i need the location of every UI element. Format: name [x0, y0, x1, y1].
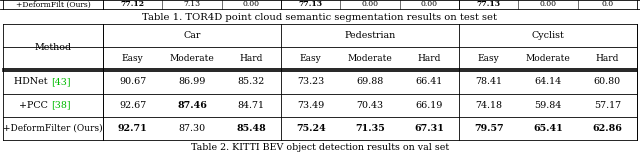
Text: Method: Method [35, 43, 72, 52]
Text: 59.84: 59.84 [534, 101, 562, 110]
Text: +DeformFilt (Ours): +DeformFilt (Ours) [15, 0, 90, 9]
Text: 77.13: 77.13 [477, 0, 500, 9]
Text: 92.67: 92.67 [119, 101, 147, 110]
Text: Hard: Hard [596, 54, 619, 63]
Text: 67.31: 67.31 [414, 124, 444, 133]
Text: 0.00: 0.00 [243, 0, 260, 9]
Text: 64.14: 64.14 [534, 78, 561, 86]
Text: 86.99: 86.99 [179, 78, 205, 86]
Text: Moderate: Moderate [525, 54, 570, 63]
Text: Easy: Easy [122, 54, 143, 63]
Text: 90.67: 90.67 [119, 78, 147, 86]
Text: Table 1. TOR4D point cloud semantic segmentation results on test set: Table 1. TOR4D point cloud semantic segm… [143, 12, 497, 21]
Text: [43]: [43] [51, 78, 70, 86]
Text: Hard: Hard [239, 54, 263, 63]
Text: 77.12: 77.12 [121, 0, 145, 9]
Text: 0.0: 0.0 [601, 0, 613, 9]
Text: +DeformFilter (Ours): +DeformFilter (Ours) [3, 124, 103, 133]
Text: 66.19: 66.19 [415, 101, 443, 110]
Text: Easy: Easy [300, 54, 321, 63]
Text: 74.18: 74.18 [475, 101, 502, 110]
Text: 75.24: 75.24 [296, 124, 326, 133]
Text: 84.71: 84.71 [238, 101, 265, 110]
Text: 69.88: 69.88 [356, 78, 383, 86]
Text: 73.23: 73.23 [297, 78, 324, 86]
Text: 85.32: 85.32 [237, 78, 265, 86]
Text: 85.48: 85.48 [236, 124, 266, 133]
Text: Table 2. KITTI BEV object detection results on val set: Table 2. KITTI BEV object detection resu… [191, 143, 449, 152]
Text: 87.46: 87.46 [177, 101, 207, 110]
Text: 60.80: 60.80 [594, 78, 621, 86]
Text: 78.41: 78.41 [475, 78, 502, 86]
Text: 70.43: 70.43 [356, 101, 383, 110]
Text: Easy: Easy [478, 54, 500, 63]
Text: 79.57: 79.57 [474, 124, 504, 133]
Text: 0.00: 0.00 [421, 0, 438, 9]
Text: 92.71: 92.71 [118, 124, 148, 133]
Text: 73.49: 73.49 [297, 101, 324, 110]
Text: Pedestrian: Pedestrian [344, 31, 396, 40]
Text: 0.00: 0.00 [540, 0, 557, 9]
Text: Car: Car [183, 31, 201, 40]
Text: 77.13: 77.13 [299, 0, 323, 9]
Text: 66.41: 66.41 [416, 78, 443, 86]
Text: Moderate: Moderate [170, 54, 214, 63]
Text: 87.30: 87.30 [179, 124, 205, 133]
Text: Hard: Hard [418, 54, 441, 63]
Text: HDNet: HDNet [15, 78, 51, 86]
Text: 7.13: 7.13 [184, 0, 200, 9]
Text: 65.41: 65.41 [533, 124, 563, 133]
Text: 0.00: 0.00 [362, 0, 378, 9]
Text: +PCC: +PCC [19, 101, 51, 110]
Text: 71.35: 71.35 [355, 124, 385, 133]
Text: [38]: [38] [51, 101, 70, 110]
Text: Moderate: Moderate [348, 54, 392, 63]
Text: 62.86: 62.86 [593, 124, 622, 133]
Text: Cyclist: Cyclist [532, 31, 564, 40]
Text: 57.17: 57.17 [594, 101, 621, 110]
